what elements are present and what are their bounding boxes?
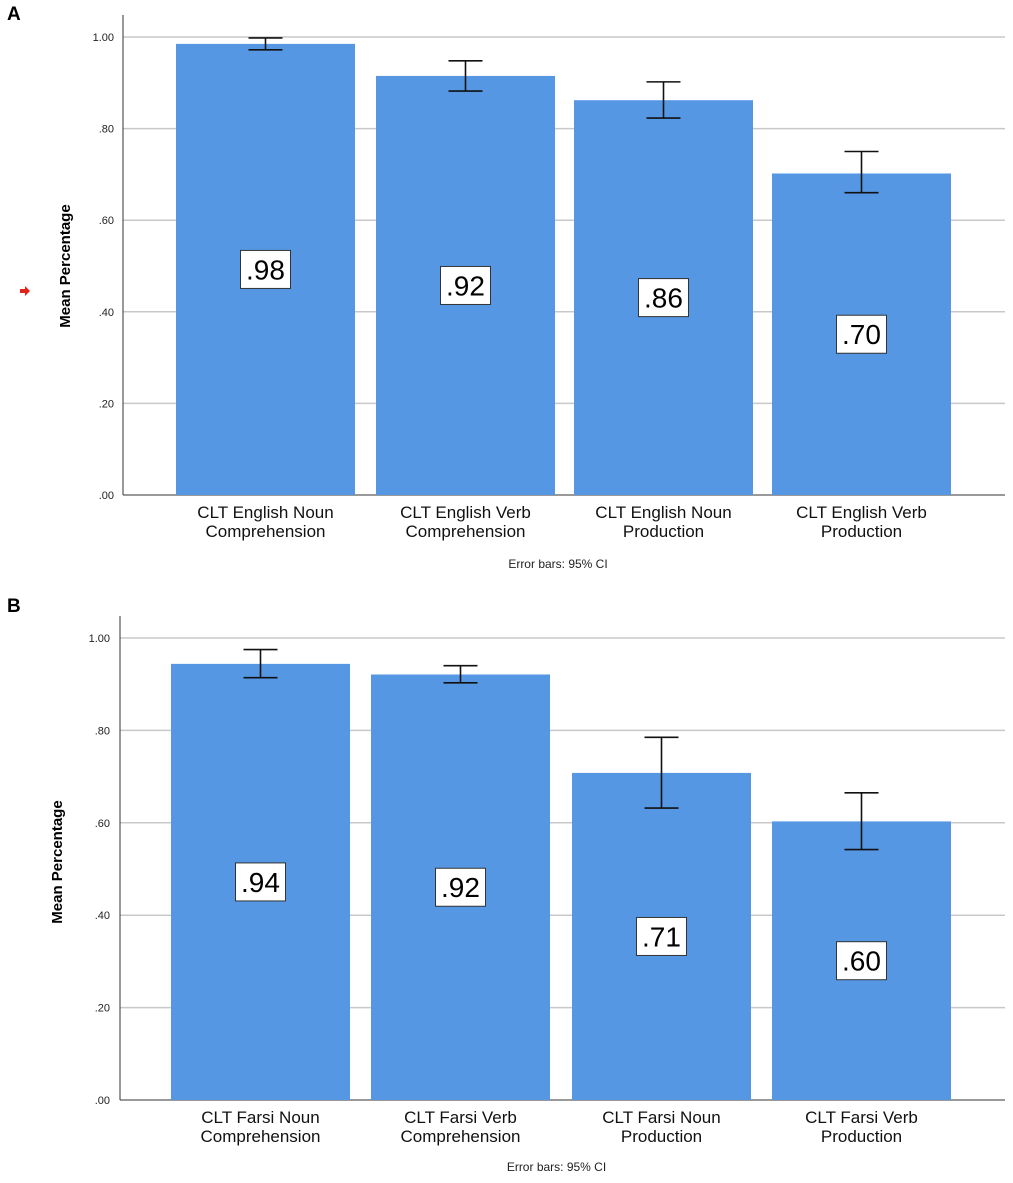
y-tick-label: .80 — [95, 725, 110, 737]
value-label: .92 — [446, 270, 485, 301]
y-axis-title: Mean Percentage — [49, 800, 66, 923]
y-tick-label: .20 — [99, 398, 114, 410]
y-tick-label: .40 — [99, 307, 114, 319]
category-label: Comprehension — [405, 522, 525, 541]
category-label: Comprehension — [200, 1127, 320, 1146]
value-label-box — [235, 862, 286, 902]
y-tick-label: .00 — [99, 490, 114, 502]
category-label: Production — [621, 1127, 702, 1146]
red-arrow-marker-icon — [20, 286, 30, 296]
value-label: .98 — [246, 254, 285, 285]
chart-panel-b: B .00.20.40.60.80 1.00.94 CLT Farsi Noun Co… — [0, 592, 1013, 1183]
value-label: .94 — [241, 867, 280, 898]
value-label-box — [440, 265, 491, 305]
value-label: .70 — [842, 319, 881, 350]
category-label: CLT Farsi Noun — [201, 1108, 319, 1127]
category-label: Comprehension — [205, 522, 325, 541]
panel-letter-a: A — [7, 4, 21, 25]
value-label: .60 — [842, 946, 881, 977]
value-label-box — [435, 867, 486, 907]
y-tick-label: .20 — [95, 1003, 110, 1015]
error-bar — [443, 664, 478, 684]
category-label: Production — [821, 1127, 902, 1146]
y-tick-label: .80 — [99, 124, 114, 136]
y-tick-label: .40 — [95, 910, 110, 922]
value-label: .92 — [441, 872, 480, 903]
category-label: Production — [623, 522, 704, 541]
value-label-box — [638, 278, 689, 318]
y-tick-label: .60 — [99, 215, 114, 227]
category-label: CLT English Verb — [796, 503, 927, 522]
y-tick-label: 1.00 — [89, 633, 110, 645]
category-label: CLT English Verb — [400, 503, 531, 522]
category-label: CLT Farsi Verb — [805, 1108, 918, 1127]
error-bar — [448, 60, 483, 92]
category-label: CLT Farsi Noun — [602, 1108, 720, 1127]
value-label: .71 — [642, 921, 681, 952]
error-bar — [243, 648, 278, 679]
error-bar — [844, 791, 879, 851]
category-label: CLT English Noun — [595, 503, 731, 522]
category-label: CLT Farsi Verb — [404, 1108, 517, 1127]
error-bars-note: Error bars: 95% CI — [507, 1160, 606, 1174]
chart-panel-a: A .00 .20 .40 .60 .80 1.00 .98 CLT English Noun… — [7, 4, 1005, 571]
y-tick-label: .60 — [95, 818, 110, 830]
error-bar — [644, 736, 679, 809]
panel-letter-b: B — [7, 596, 21, 617]
y-axis-title: Mean Percentage — [57, 204, 74, 327]
value-label-box — [240, 249, 291, 289]
category-label: Production — [821, 522, 902, 541]
y-tick-label: .00 — [95, 1095, 110, 1107]
error-bars-note: Error bars: 95% CI — [508, 557, 607, 571]
error-bar — [646, 81, 681, 119]
category-label: CLT English Noun — [197, 503, 333, 522]
error-bar — [248, 37, 283, 51]
value-label-box — [836, 314, 887, 354]
value-label: .86 — [644, 283, 683, 314]
y-tick-label: 1.00 — [93, 32, 114, 44]
value-label-box — [636, 916, 687, 956]
category-label: Comprehension — [400, 1127, 520, 1146]
value-label-box — [836, 941, 887, 981]
error-bar — [844, 150, 879, 194]
